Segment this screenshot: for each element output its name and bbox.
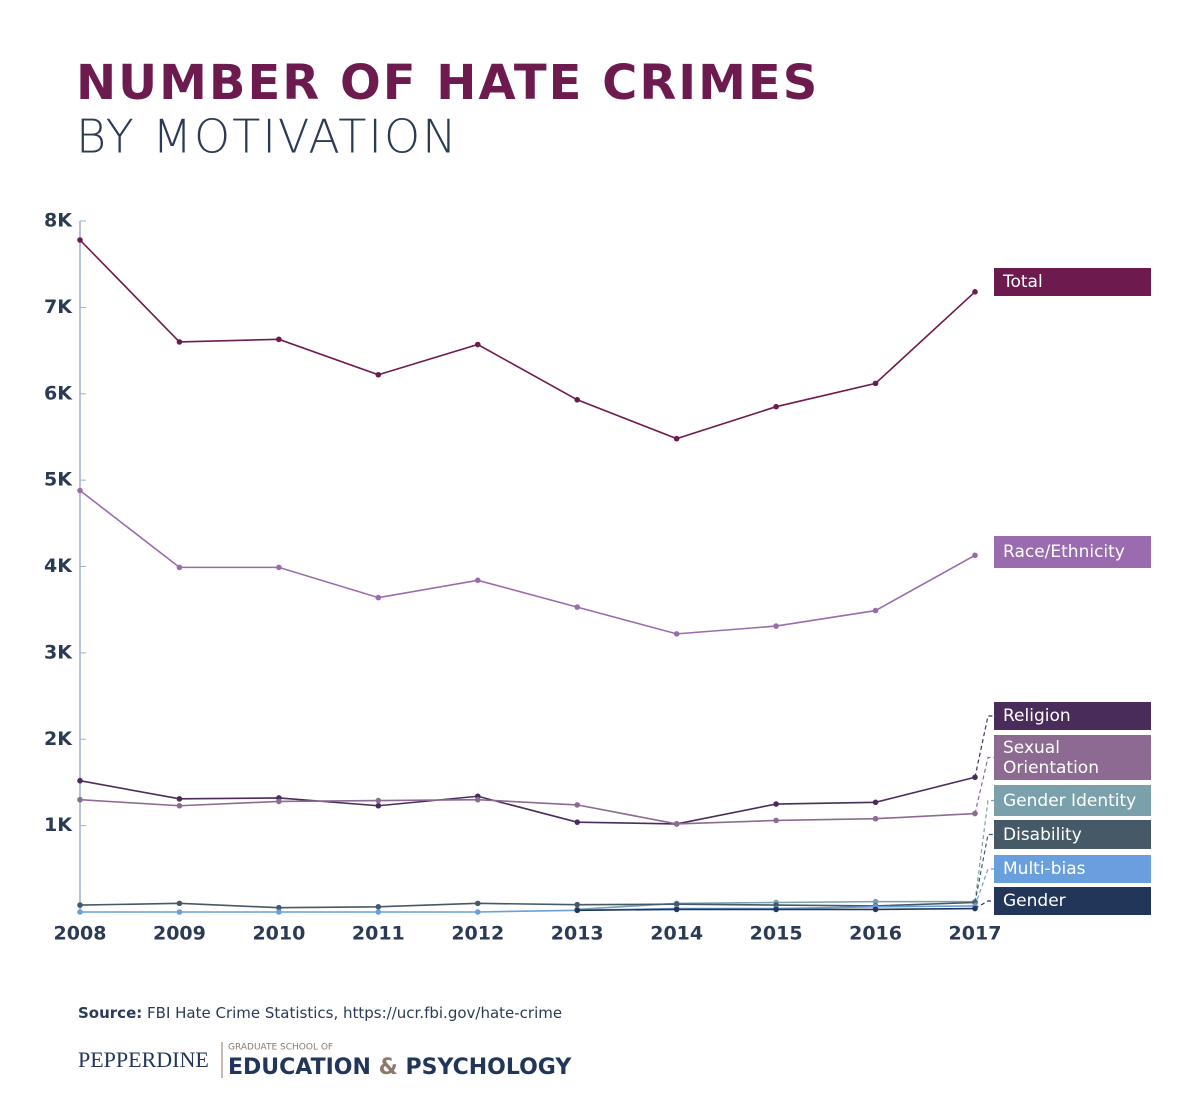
legend-connector — [974, 715, 994, 778]
legend-connector — [974, 799, 994, 902]
logo-school: GRADUATE SCHOOL OF — [228, 1043, 333, 1053]
point — [375, 797, 382, 804]
x-tick-label: 2010 — [252, 923, 305, 945]
series-line — [79, 901, 976, 909]
point — [574, 604, 581, 610]
point — [673, 821, 680, 827]
legend-label: Race/Ethnicity — [994, 536, 1151, 568]
point — [77, 796, 83, 803]
point — [77, 902, 83, 908]
point — [176, 796, 183, 802]
legend-label: Total — [994, 268, 1151, 296]
point — [474, 796, 481, 803]
point — [77, 909, 83, 915]
chart-title: NUMBER OF HATE CRIMES — [76, 55, 819, 111]
point — [872, 799, 879, 806]
point — [276, 336, 282, 343]
y-tick-label: 6K — [44, 382, 73, 404]
series-line — [79, 798, 976, 825]
point — [375, 594, 382, 601]
point — [375, 371, 382, 378]
point — [574, 819, 581, 825]
point — [673, 435, 680, 442]
y-tick-label: 4K — [44, 555, 73, 577]
point — [474, 909, 481, 915]
logo-part: EDUCATION & PSYCHOLOGY — [228, 1055, 572, 1080]
x-tick-label: 2013 — [551, 923, 604, 945]
x-tick-label: 2008 — [54, 923, 107, 945]
legend-label: Gender — [994, 887, 1151, 915]
legend-label: Multi-bias — [994, 855, 1151, 883]
point — [77, 237, 83, 243]
point — [972, 289, 978, 295]
point — [77, 487, 83, 494]
point — [574, 901, 581, 908]
point — [474, 577, 481, 584]
legend-label: Sexual Orientation — [994, 735, 1151, 780]
point — [77, 777, 83, 784]
point — [872, 906, 879, 913]
point — [872, 607, 879, 614]
y-tick-label: 7K — [44, 296, 73, 318]
y-tick-label: 1K — [44, 814, 73, 836]
series-line — [79, 489, 976, 635]
source: Source: FBI Hate Crime Statistics, https… — [78, 1004, 562, 1022]
x-tick-label: 2009 — [153, 923, 206, 945]
point — [673, 631, 680, 637]
point — [176, 909, 183, 915]
point — [872, 898, 879, 905]
point — [276, 904, 282, 911]
point — [276, 798, 282, 805]
y-tick-label: 8K — [44, 210, 73, 232]
legend-connector — [974, 833, 994, 903]
x-tick-label: 2011 — [352, 923, 405, 945]
series-line — [79, 776, 976, 825]
point — [773, 801, 779, 807]
point — [574, 802, 581, 808]
chart-subtitle: BY MOTIVATION — [76, 110, 459, 164]
point — [176, 564, 183, 571]
point — [773, 906, 779, 913]
point — [276, 909, 282, 915]
point — [773, 623, 779, 629]
point — [375, 909, 382, 915]
point — [176, 900, 183, 907]
point — [474, 900, 481, 907]
x-tick-label: 2014 — [650, 923, 703, 945]
point — [872, 380, 879, 387]
y-tick-label: 5K — [44, 469, 73, 491]
point — [773, 817, 779, 824]
legend-label: Disability — [994, 820, 1151, 849]
x-tick-label: 2012 — [451, 923, 504, 945]
legend-connector — [974, 756, 994, 814]
legend-connector — [974, 900, 994, 910]
logo-name: PEPPERDINE — [78, 1047, 209, 1072]
y-tick-label: 3K — [44, 641, 73, 663]
point — [474, 341, 481, 348]
y-tick-label: 2K — [44, 728, 73, 750]
point — [872, 815, 879, 822]
point — [176, 802, 183, 809]
series-line — [79, 239, 976, 440]
legend-label: Religion — [994, 702, 1151, 730]
point — [673, 901, 680, 908]
legend-connector — [974, 868, 994, 907]
x-tick-label: 2017 — [949, 923, 1002, 945]
point — [176, 339, 183, 345]
point — [375, 802, 382, 809]
point — [773, 403, 779, 410]
x-tick-label: 2016 — [849, 923, 902, 945]
point — [375, 904, 382, 910]
point — [574, 907, 581, 914]
series-line — [80, 905, 976, 913]
point — [972, 552, 978, 559]
x-tick-label: 2015 — [750, 923, 803, 945]
legend-label: Gender Identity — [994, 785, 1151, 816]
point — [276, 564, 282, 571]
point — [673, 906, 680, 913]
point — [574, 396, 581, 403]
